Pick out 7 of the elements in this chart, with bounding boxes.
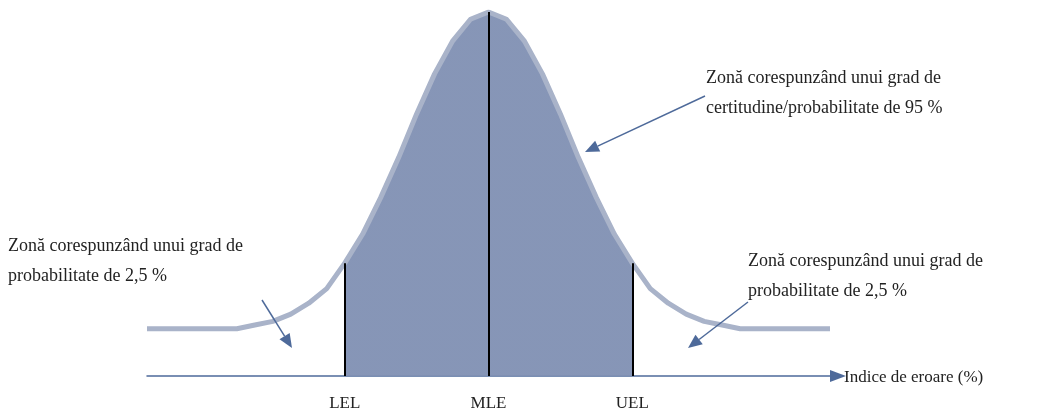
annotation: Zonă corespunzând unui grad de certitudine/probabilitate de 95 % (706, 67, 946, 117)
x-tick-label: MLE (470, 393, 507, 412)
x-tick-label: UEL (615, 393, 649, 412)
x-axis-title: Indice de eroare (%) (844, 366, 984, 386)
annotation: Zonă corespunzând unui grad de probabilitate de 2,5 % (748, 250, 988, 300)
x-tick-label: LEL (329, 393, 361, 412)
annotation: Zonă corespunzând unui grad de probabilitate de 2,5 % (8, 235, 248, 285)
